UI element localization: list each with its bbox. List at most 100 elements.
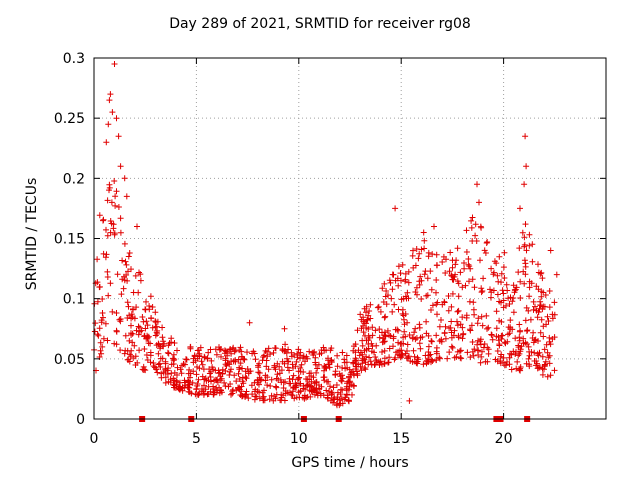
data-point <box>476 199 482 206</box>
data-point <box>544 373 551 380</box>
data-point <box>546 288 553 294</box>
data-point <box>521 181 528 188</box>
data-point <box>294 376 301 383</box>
data-point <box>321 377 328 384</box>
data-point <box>149 304 156 310</box>
data-point <box>381 332 388 339</box>
data-point <box>228 366 234 373</box>
data-point <box>526 242 533 249</box>
chart-title: Day 289 of 2021, SRMTID for receiver rg0… <box>169 16 471 32</box>
data-point <box>298 361 305 368</box>
data-point <box>147 359 154 366</box>
data-point <box>449 344 456 351</box>
data-point <box>429 358 436 364</box>
data-point <box>515 344 522 351</box>
data-point <box>179 362 185 369</box>
data-point <box>375 303 382 310</box>
data-point <box>147 293 154 300</box>
data-point <box>183 356 189 363</box>
data-point <box>454 245 461 252</box>
data-point <box>433 332 440 339</box>
axis-ticks <box>93 57 606 420</box>
data-point <box>114 271 121 278</box>
data-point <box>412 325 419 332</box>
data-point <box>235 356 242 363</box>
data-point <box>553 271 560 278</box>
data-point <box>372 361 379 368</box>
data-point <box>312 354 319 361</box>
data-point <box>433 357 440 363</box>
data-point <box>436 355 443 362</box>
data-point <box>425 343 432 350</box>
data-point <box>390 335 397 342</box>
data-point <box>282 388 289 394</box>
data-point <box>144 322 151 329</box>
data-point <box>105 121 112 128</box>
data-point <box>233 387 240 394</box>
data-point <box>459 284 466 291</box>
data-point <box>496 317 503 324</box>
data-point <box>451 354 458 361</box>
data-point <box>454 308 461 315</box>
data-point <box>468 224 475 231</box>
data-point <box>249 350 256 357</box>
data-point <box>124 347 131 354</box>
data-point <box>124 299 131 306</box>
data-point <box>104 268 111 275</box>
data-point <box>510 295 517 301</box>
data-point <box>510 309 517 316</box>
data-point <box>357 311 364 318</box>
data-point <box>174 372 180 378</box>
data-point <box>549 311 556 318</box>
data-point <box>330 399 336 406</box>
data-point <box>389 271 396 278</box>
data-point <box>493 260 500 267</box>
data-point <box>273 384 280 391</box>
data-point <box>229 388 236 395</box>
data-point <box>518 343 525 350</box>
data-point <box>152 324 159 331</box>
data-point <box>140 367 147 373</box>
data-point <box>290 384 297 391</box>
data-point <box>148 315 155 322</box>
data-point <box>226 372 233 378</box>
data-point <box>423 292 430 299</box>
data-point <box>121 240 128 247</box>
data-point <box>526 293 533 300</box>
data-point <box>381 338 388 345</box>
data-point <box>380 299 387 305</box>
data-point <box>477 336 484 343</box>
data-point <box>424 358 431 365</box>
data-point <box>468 217 475 224</box>
data-point <box>291 395 298 402</box>
data-point <box>381 360 388 367</box>
data-point <box>543 321 550 328</box>
data-point <box>111 178 118 184</box>
data-point <box>123 193 130 200</box>
data-point <box>478 224 485 231</box>
data-point <box>334 402 340 409</box>
data-point <box>410 334 416 341</box>
data-point <box>455 334 462 341</box>
data-point <box>295 375 302 382</box>
data-point <box>142 325 149 332</box>
data-point <box>158 374 165 381</box>
data-point <box>128 311 135 318</box>
data-point <box>191 352 198 359</box>
data-point <box>212 346 219 353</box>
data-point <box>526 284 533 291</box>
data-point <box>488 332 495 339</box>
data-point <box>94 331 101 338</box>
data-point <box>503 302 509 309</box>
data-point <box>315 361 322 368</box>
data-point <box>267 351 274 358</box>
data-point <box>414 354 421 361</box>
data-point <box>242 374 249 381</box>
data-point <box>454 278 461 285</box>
data-point <box>251 396 258 403</box>
data-point <box>251 379 258 386</box>
data-point <box>507 350 513 357</box>
data-point <box>295 368 302 375</box>
data-point <box>522 260 529 267</box>
data-point <box>479 348 485 355</box>
